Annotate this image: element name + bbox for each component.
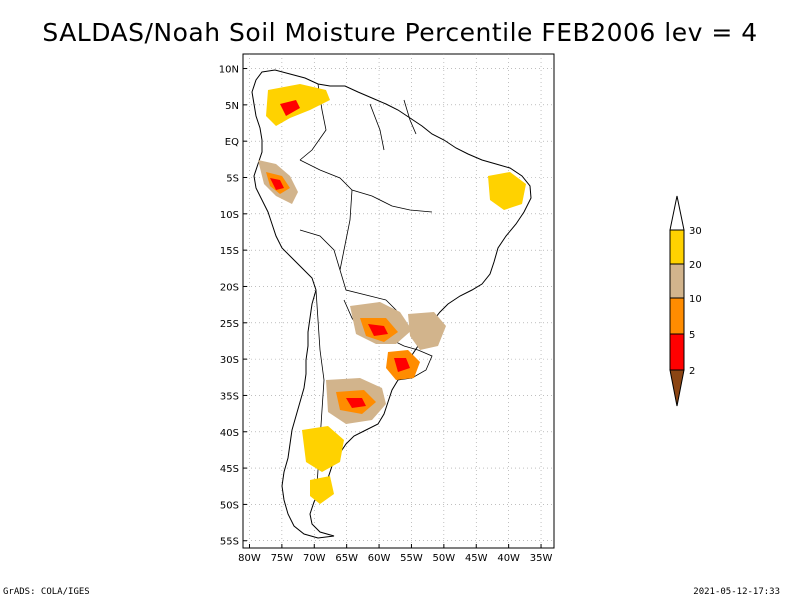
lat-label-45s: 45S (220, 464, 239, 475)
patch-northwest-red (280, 100, 300, 116)
lon-label-70w: 70W (303, 553, 326, 564)
lat-label-20s: 20S (220, 282, 239, 293)
lat-label-35s: 35S (220, 391, 239, 402)
lat-label-55s: 55S (220, 537, 239, 548)
colorbar-segment-30 (669, 229, 685, 265)
lat-label-10n: 10N (219, 65, 239, 76)
footer-timestamp: 2021-05-12-17:33 (693, 587, 780, 597)
patch-patagonia-south (310, 476, 334, 504)
patch-uruguay-red (394, 358, 410, 372)
colorbar-segment-10 (669, 297, 685, 335)
map-title: SALDAS/Noah Soil Moisture Percentile FEB… (42, 18, 758, 47)
lon-label-80w: 80W (238, 553, 261, 564)
lat-label-50s: 50S (220, 500, 239, 511)
longitude-labels: 80W 75W 70W 65W 60W 55W 50W 45W 40W 35W (238, 553, 552, 564)
footer-credit: GrADS: COLA/IGES (3, 587, 90, 597)
lon-label-50w: 50W (433, 553, 456, 564)
patch-brazil-ne (488, 172, 526, 210)
lon-label-60w: 60W (368, 553, 391, 564)
lon-label-75w: 75W (271, 553, 294, 564)
lat-label-10s: 10S (220, 210, 239, 221)
colorbar-top-triangle (669, 195, 685, 231)
lat-label-5s: 5S (226, 174, 239, 185)
lat-label-eq: EQ (225, 137, 239, 148)
patch-peru-red (270, 178, 284, 190)
grid-lines (243, 54, 554, 548)
lat-label-40s: 40S (220, 428, 239, 439)
latitude-labels: 10N 5N EQ 5S 10S 15S 20S 25S 30S 35S 40S 45S 50S 55S (219, 65, 239, 548)
lon-label-35w: 35W (530, 553, 553, 564)
lat-label-15s: 15S (220, 246, 239, 257)
lon-label-65w: 65W (335, 553, 358, 564)
colorbar-label-2: 2 (689, 366, 695, 377)
colorbar-segment-5 (669, 333, 685, 371)
patch-patagonia (302, 426, 344, 472)
lon-label-40w: 40W (497, 553, 520, 564)
colorbar-bottom-triangle (669, 369, 685, 407)
colorbar-segment-20 (669, 263, 685, 299)
lat-label-5n: 5N (225, 101, 239, 112)
colorbar: 30 20 10 5 2 (669, 195, 702, 407)
lon-label-55w: 55W (400, 553, 423, 564)
map-frame (242, 53, 555, 549)
lat-label-30s: 30S (220, 355, 239, 366)
colorbar-label-20: 20 (689, 260, 702, 271)
patch-se-brazil (408, 312, 446, 350)
patch-paraguay-red (368, 324, 388, 336)
moisture-patches (258, 84, 526, 504)
colorbar-label-10: 10 (689, 294, 702, 305)
patch-pampas-red (346, 398, 366, 408)
lat-label-25s: 25S (220, 319, 239, 330)
colorbar-label-5: 5 (689, 330, 695, 341)
lon-label-45w: 45W (465, 553, 488, 564)
colorbar-label-30: 30 (689, 226, 702, 237)
